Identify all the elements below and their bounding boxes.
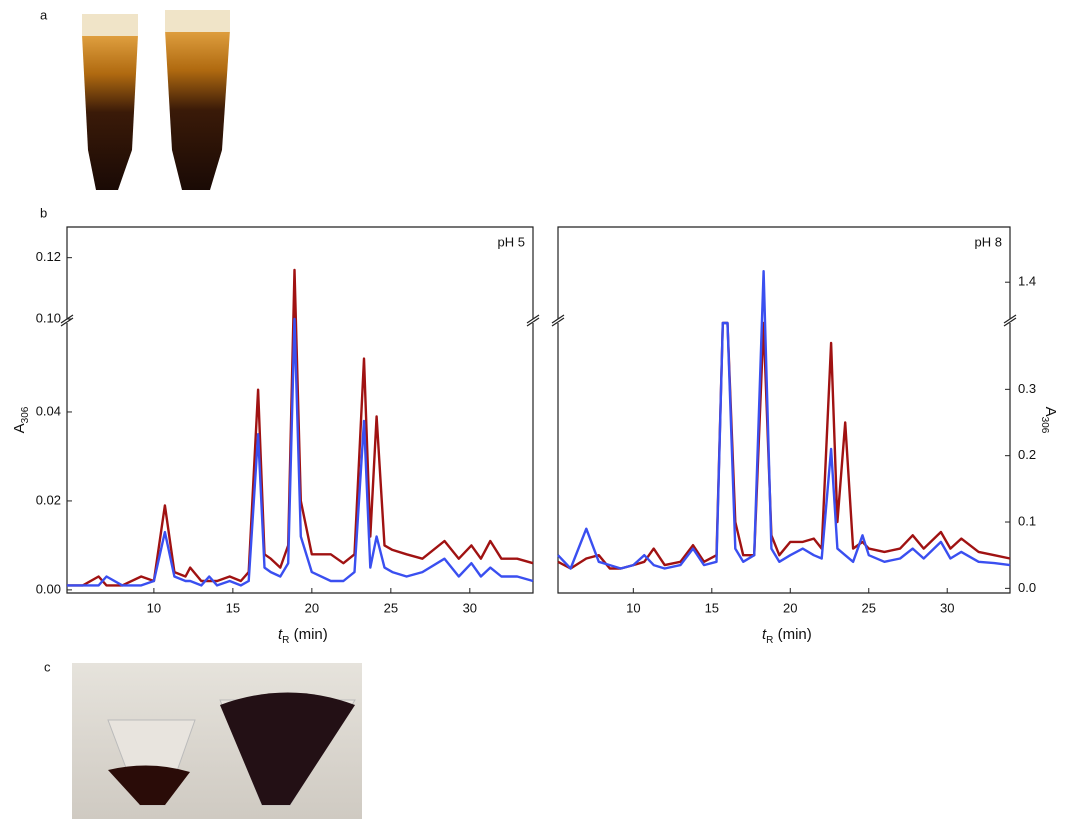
label-part: (min)	[773, 626, 811, 643]
x-tick-label: 10	[147, 600, 161, 615]
x-tick-label: 30	[940, 600, 954, 615]
x-axis-label: tR (min)	[762, 626, 812, 646]
label-part: 306	[20, 406, 31, 423]
x-tick-label: 30	[463, 600, 477, 615]
y-tick-label: 0.10	[36, 310, 61, 325]
axis-break	[551, 314, 565, 327]
series-line	[67, 268, 534, 587]
label-part: R	[282, 635, 289, 646]
label-part: R	[766, 635, 773, 646]
label-part: 306	[1039, 417, 1050, 434]
series-line	[557, 270, 1011, 570]
y-tick-label: 0.12	[36, 249, 61, 264]
x-tick-label: 20	[783, 600, 797, 615]
panel-label: a	[40, 7, 48, 22]
x-tick-label: 10	[626, 600, 640, 615]
y-tick-label: 0.2	[1018, 447, 1036, 462]
x-tick-label: 15	[226, 600, 240, 615]
x-tick-label: 20	[305, 600, 319, 615]
y-tick-label: 0.0	[1018, 580, 1036, 595]
y-tick-label: 0.3	[1018, 381, 1036, 396]
series-line	[557, 321, 1011, 570]
plot-frame	[557, 226, 1011, 594]
panel-label: b	[40, 205, 47, 220]
plot-frame	[66, 226, 534, 594]
label-part: t	[762, 626, 767, 643]
photo-c	[72, 663, 362, 819]
label-part: A	[1042, 407, 1059, 417]
annotation: pH 5	[498, 234, 525, 249]
label-part: A	[11, 423, 28, 433]
y-axis-label: A306	[11, 406, 31, 433]
y-tick-label: 0.04	[36, 403, 61, 418]
x-tick-label: 15	[705, 600, 719, 615]
x-tick-label: 25	[862, 600, 876, 615]
y-tick-label: 1.4	[1018, 274, 1036, 289]
y-axis-label: A306	[1039, 407, 1059, 434]
y-tick-label: 0.1	[1018, 513, 1036, 528]
x-tick-label: 25	[384, 600, 398, 615]
panel-label: c	[44, 659, 51, 674]
photo-a	[82, 10, 230, 190]
label-part: (min)	[289, 626, 327, 643]
axis-break	[1003, 314, 1017, 327]
axis-break	[526, 314, 540, 327]
series-line	[67, 317, 534, 587]
annotation: pH 8	[975, 234, 1002, 249]
y-tick-label: 0.02	[36, 492, 61, 507]
x-axis-label: tR (min)	[278, 626, 328, 646]
y-tick-label: 0.00	[36, 581, 61, 596]
label-part: t	[278, 626, 283, 643]
